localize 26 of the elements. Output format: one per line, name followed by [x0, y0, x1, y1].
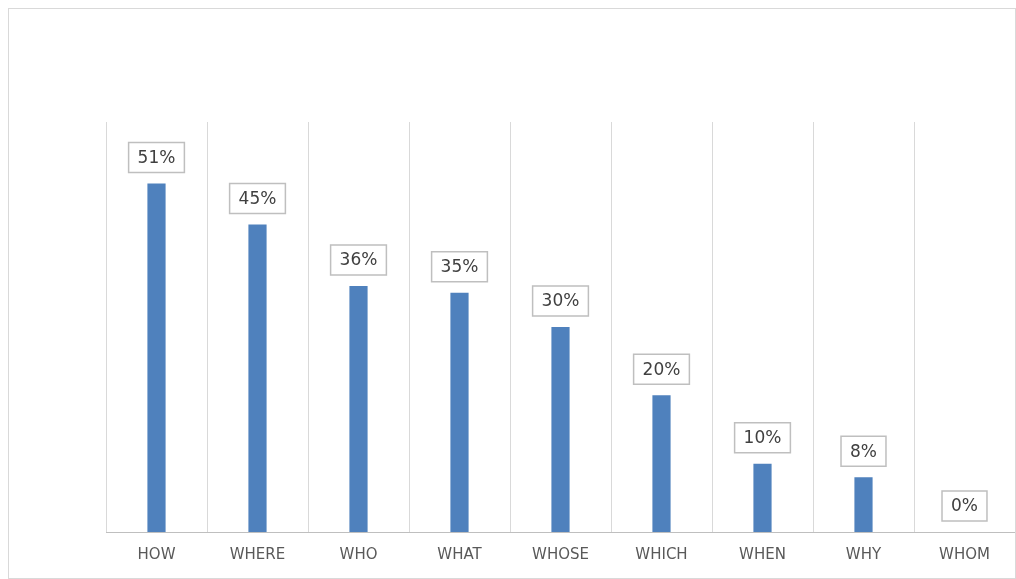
- data-label: 36%: [339, 249, 378, 270]
- data-label: 20%: [642, 358, 681, 379]
- bar: [854, 477, 873, 532]
- data-label: 51%: [137, 146, 176, 167]
- x-tick-label: WHICH: [635, 544, 688, 563]
- data-label: 35%: [440, 256, 479, 277]
- x-tick-label: WHAT: [437, 544, 483, 563]
- x-tick-label: WHEN: [739, 544, 786, 563]
- data-label: 10%: [743, 427, 782, 448]
- bar: [753, 463, 772, 532]
- data-label: 45%: [238, 187, 277, 208]
- bar: [652, 395, 671, 532]
- data-label: 30%: [541, 290, 580, 311]
- data-label: 0%: [951, 495, 978, 516]
- x-tick-label: WHOM: [939, 544, 990, 563]
- bar: [147, 183, 166, 532]
- data-label: 8%: [850, 440, 877, 461]
- bar: [450, 292, 469, 532]
- bar: [248, 224, 267, 532]
- x-tick-label: WHY: [845, 544, 882, 563]
- x-tick-label: WHO: [339, 544, 378, 563]
- x-tick-label: HOW: [137, 544, 176, 563]
- bar: [349, 286, 368, 532]
- bar: [551, 327, 570, 532]
- x-tick-label: WHOSE: [532, 544, 589, 563]
- x-tick-label: WHERE: [229, 544, 286, 563]
